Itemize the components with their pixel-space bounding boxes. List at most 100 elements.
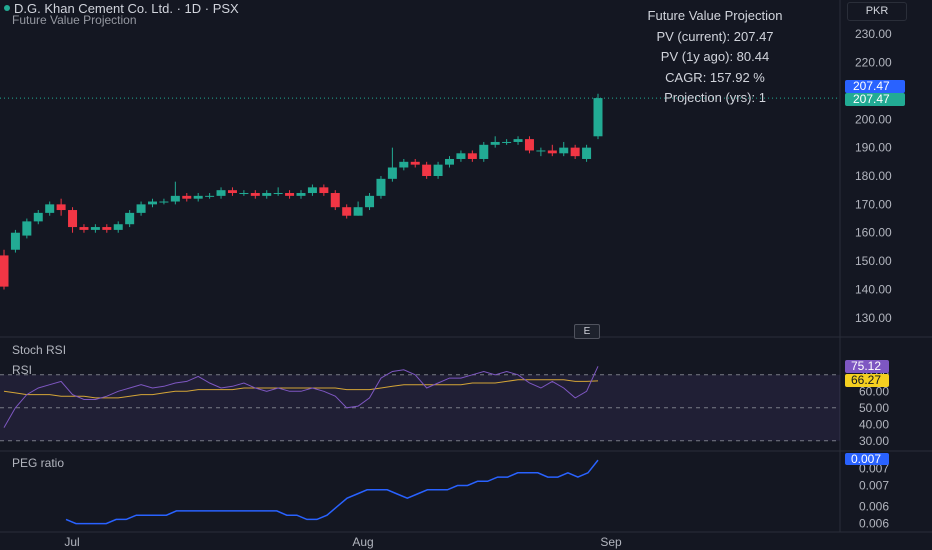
candle-body xyxy=(376,178,386,196)
rsi-ma-tag xyxy=(845,374,889,387)
candle-body xyxy=(422,164,432,176)
time-tick-label: Jul xyxy=(64,535,79,549)
candle-body xyxy=(102,227,112,230)
rsi-tick-label: 40.00 xyxy=(859,417,889,431)
info-pv-current: PV (current): 207.47 xyxy=(656,28,774,44)
candle-body xyxy=(570,147,580,157)
price-tick-label: 200.00 xyxy=(855,112,892,126)
rsi-value-tag xyxy=(845,360,889,373)
candle-body xyxy=(170,195,180,202)
candle-body xyxy=(227,190,237,194)
info-cagr: CAGR: 157.92 % xyxy=(665,69,765,85)
indicator-title[interactable]: Future Value Projection xyxy=(12,13,137,27)
candle-body xyxy=(593,98,603,137)
price-tick-label: 170.00 xyxy=(855,197,892,211)
price-tag-current xyxy=(845,80,905,93)
rsi-tick-label: 50.00 xyxy=(859,401,889,415)
candle-body xyxy=(10,232,20,250)
candle-body xyxy=(319,187,329,194)
symbol-title[interactable]: D.G. Khan Cement Co. Ltd. · 1D · PSX xyxy=(14,1,239,16)
candle-body xyxy=(45,204,55,213)
candle-body xyxy=(262,193,272,196)
price-tick-label: 230.00 xyxy=(855,27,892,41)
price-tick-label: 140.00 xyxy=(855,282,892,296)
candle-body xyxy=(33,212,43,222)
candle-body xyxy=(0,255,9,287)
candle-body xyxy=(410,161,420,165)
price-tick-label: 130.00 xyxy=(855,311,892,325)
candle-body xyxy=(365,195,375,208)
candle-body xyxy=(79,227,89,230)
peg-tick-label: 0.006 xyxy=(859,500,889,514)
info-projection: Projection (yrs): 1 xyxy=(664,90,766,105)
candle-body xyxy=(193,195,203,199)
candle-body xyxy=(490,141,500,145)
candle-body xyxy=(125,212,135,225)
candle-body xyxy=(502,141,512,143)
candle-body xyxy=(182,195,192,199)
candle-body xyxy=(307,187,317,194)
candle-body xyxy=(387,167,397,179)
market-status-dot xyxy=(4,5,10,11)
peg-title[interactable]: PEG ratio xyxy=(12,456,65,470)
projection-info-box: Future Value Projection PV (current): 20… xyxy=(590,6,840,109)
candle-body xyxy=(205,195,215,197)
rsi-line xyxy=(3,366,599,428)
peg-value-tag xyxy=(845,453,889,465)
candle-body xyxy=(536,150,546,152)
candle-body xyxy=(22,221,32,236)
candle-body xyxy=(513,139,523,142)
price-tick-label: 150.00 xyxy=(855,254,892,268)
candle-body xyxy=(353,207,363,216)
candle-body xyxy=(148,201,157,205)
peg-tick-label: 0.007 xyxy=(859,479,889,493)
price-tick-label: 220.00 xyxy=(855,56,892,70)
time-tick-label: Aug xyxy=(352,535,373,549)
candle-body xyxy=(524,139,534,151)
earnings-marker[interactable]: E xyxy=(574,324,600,339)
rsi-value-label: 75.12 xyxy=(851,359,881,373)
candle-body xyxy=(330,193,340,208)
rsi-ma-line xyxy=(3,379,599,399)
candle-body xyxy=(90,227,100,230)
candle-body xyxy=(273,193,283,195)
candle-body xyxy=(456,153,466,159)
candle-body xyxy=(68,210,78,228)
candle-body xyxy=(433,164,443,176)
candle-body xyxy=(467,153,477,159)
rsi-tick-label: 30.00 xyxy=(859,434,889,448)
peg-line xyxy=(65,459,599,525)
price-tag-current-label: 207.47 xyxy=(853,79,890,93)
price-tick-label: 180.00 xyxy=(855,169,892,183)
peg-tick-label: 0.007 xyxy=(859,462,889,476)
candle-body xyxy=(559,147,569,154)
candle-body xyxy=(216,190,226,196)
candle-body xyxy=(250,193,260,196)
candle-body xyxy=(479,144,489,159)
rsi-tick-label: 60.00 xyxy=(859,384,889,398)
stoch-rsi-title[interactable]: Stoch RSI xyxy=(12,343,67,357)
candle-body xyxy=(547,150,557,154)
price-tick-label: 160.00 xyxy=(855,226,892,240)
rsi-title[interactable]: RSI xyxy=(12,363,33,377)
currency-button[interactable]: PKR xyxy=(847,2,907,21)
candle-body xyxy=(342,207,352,216)
price-tick-label: 190.00 xyxy=(855,141,892,155)
peg-tick-label: 0.006 xyxy=(859,517,889,531)
info-pv-year-ago: PV (1y ago): 80.44 xyxy=(660,49,770,64)
candle-body xyxy=(582,147,592,159)
candle-body xyxy=(296,193,306,196)
candle-body xyxy=(445,158,454,165)
info-title: Future Value Projection xyxy=(647,8,783,23)
candle-body xyxy=(399,161,409,168)
price-tag-close xyxy=(845,93,905,106)
time-tick-label: Sep xyxy=(600,535,622,549)
rsi-ma-label: 66.27 xyxy=(851,373,881,387)
candle-body xyxy=(159,201,169,203)
candle-body xyxy=(136,204,146,213)
candle-body xyxy=(285,193,295,196)
price-tag-close-label: 207.47 xyxy=(853,92,890,106)
candle-body xyxy=(239,193,249,195)
candle-body xyxy=(113,224,123,230)
